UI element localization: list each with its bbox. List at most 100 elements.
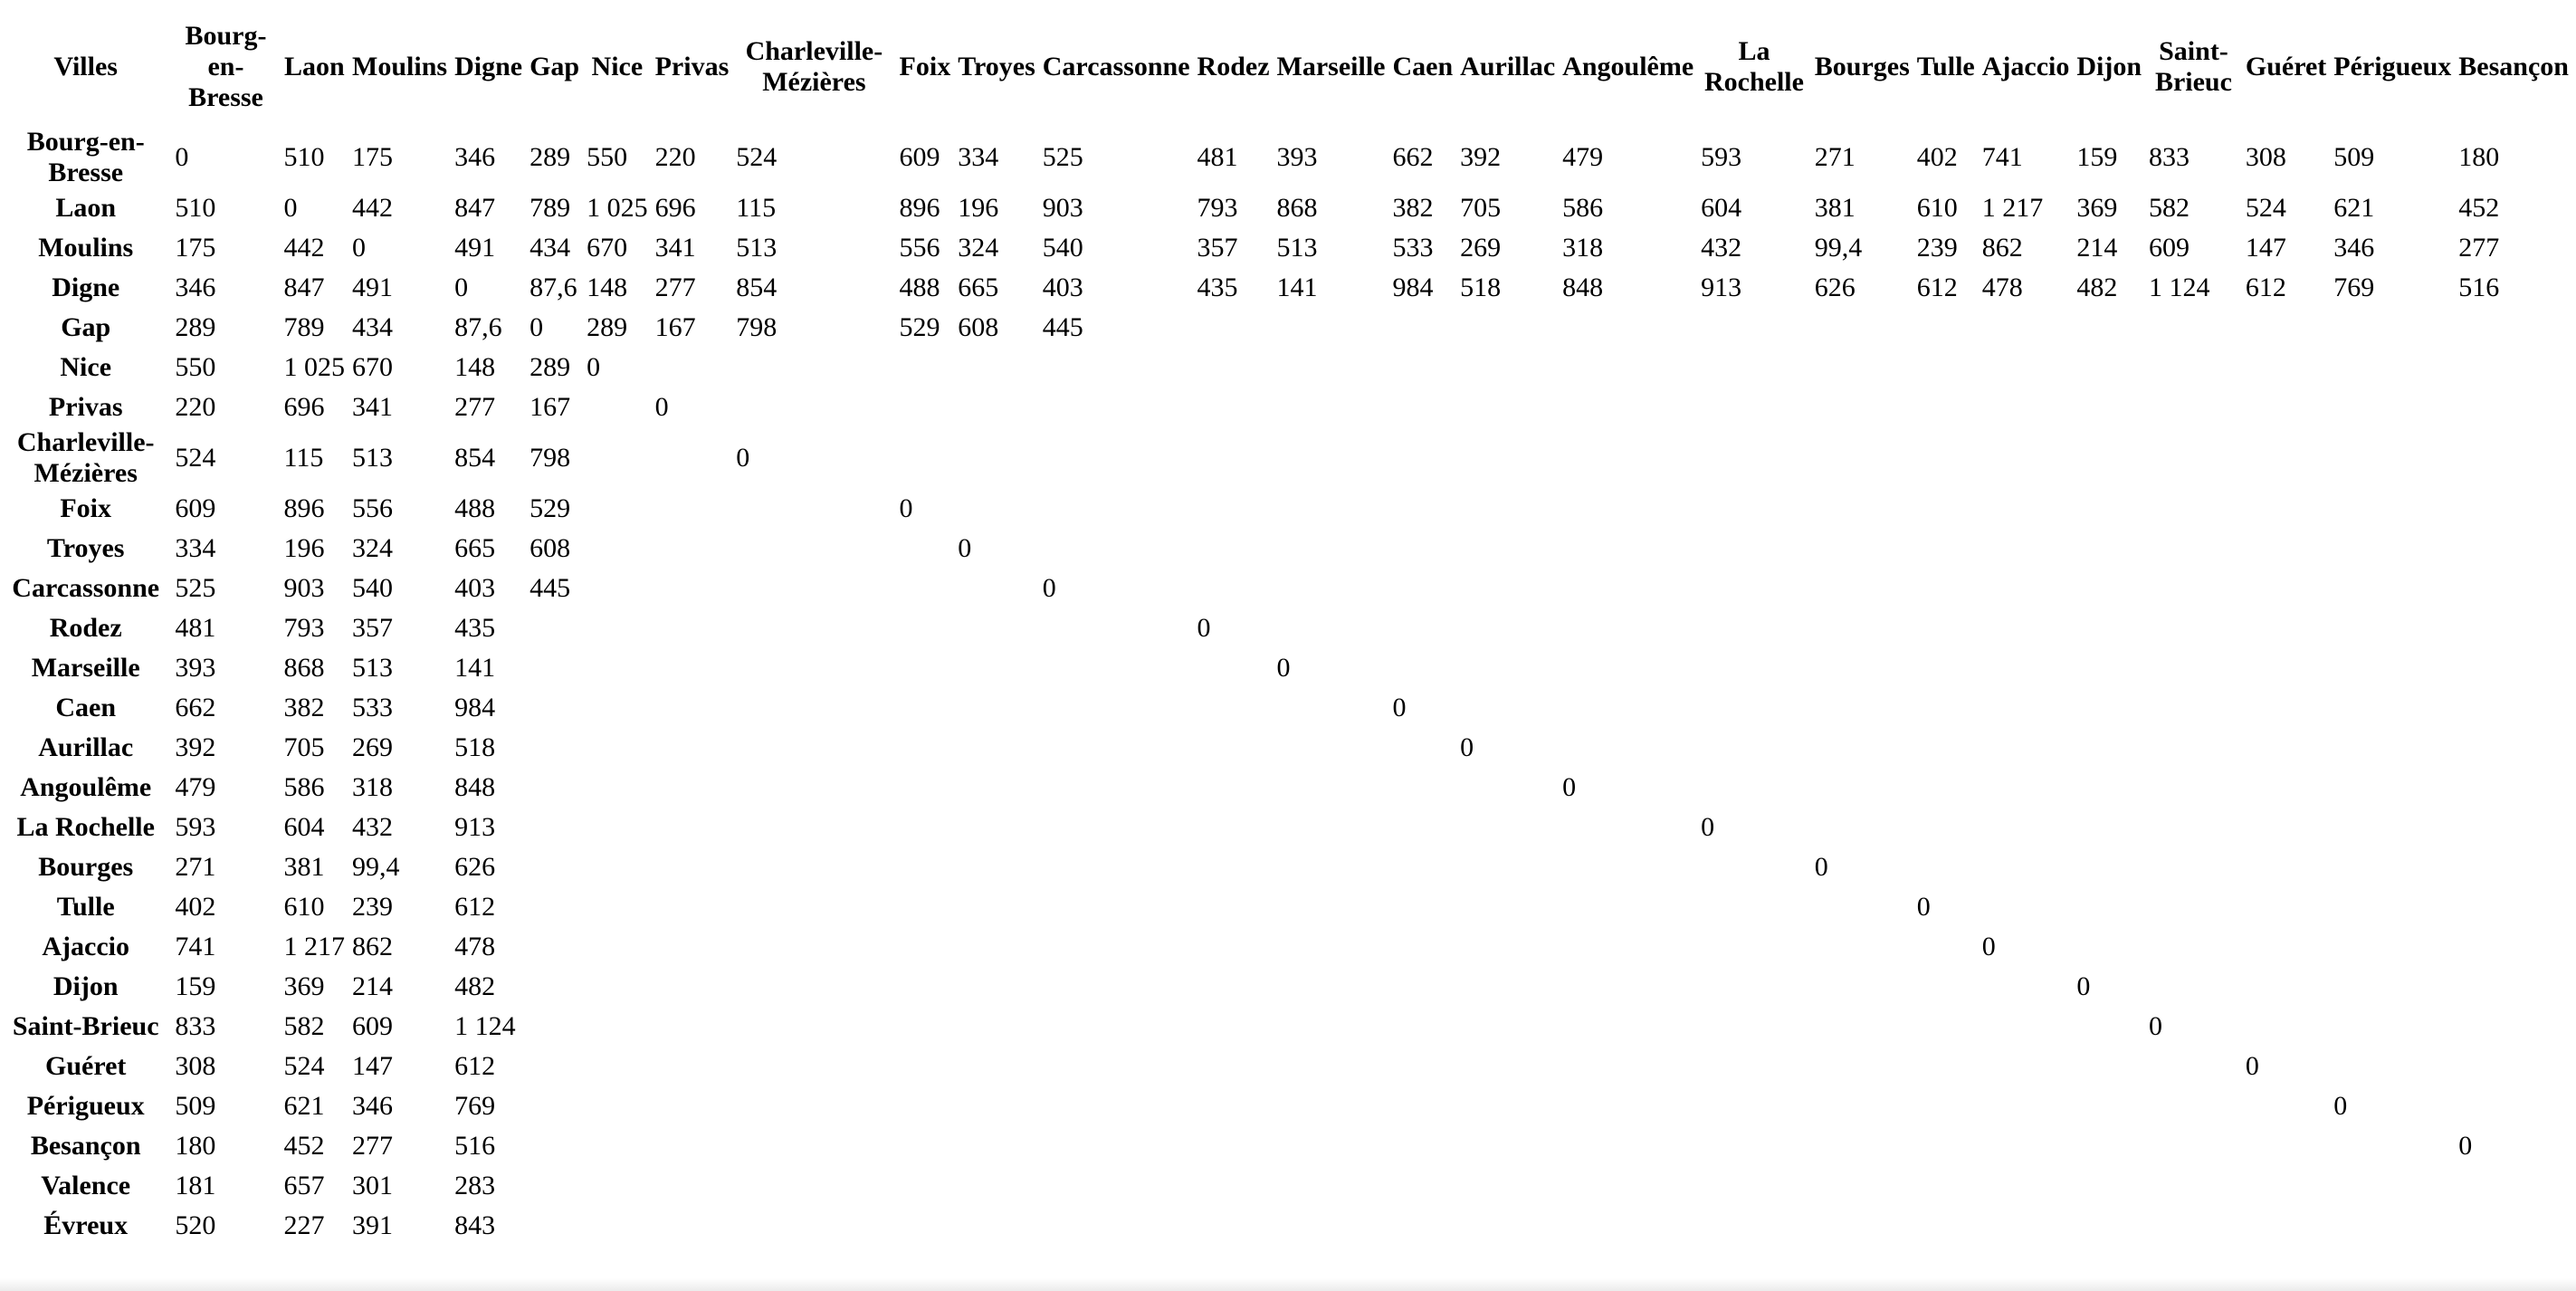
distance-cell: 662 xyxy=(1392,142,1434,172)
column-header: Bourges xyxy=(1814,52,1910,81)
distance-cell xyxy=(1813,308,1912,348)
distance-cell xyxy=(1196,529,1272,569)
distance-cell: 115 xyxy=(736,193,777,223)
distance-cell: 318 xyxy=(1562,233,1604,263)
distance-cell xyxy=(2244,648,2328,688)
distance-cell: 482 xyxy=(454,971,496,1001)
distance-cell xyxy=(1813,427,1912,489)
distance-cell: 540 xyxy=(1042,233,1083,263)
distance-cell: 868 xyxy=(1276,193,1318,223)
distance-cell: 609 xyxy=(899,142,940,172)
distance-cell xyxy=(2147,529,2240,569)
table-row: Charleville-Mézières 524 115 513 854 798 0 xyxy=(2,427,2571,489)
distance-cell xyxy=(654,489,731,529)
distance-cell xyxy=(2457,308,2571,348)
distance-cell: 0 xyxy=(2333,1091,2348,1121)
distance-cell xyxy=(1813,1007,1912,1047)
distance-cell xyxy=(528,688,581,728)
table-row: Carcassonne 525 903 540 403 445 0 xyxy=(2,569,2571,608)
row-header: Rodez xyxy=(49,613,122,643)
distance-cell xyxy=(734,808,893,847)
distance-cell xyxy=(956,688,1037,728)
distance-cell: 452 xyxy=(2458,193,2500,223)
distance-cell xyxy=(2147,427,2240,489)
distance-cell xyxy=(2075,728,2143,768)
distance-cell xyxy=(1915,1047,1977,1086)
distance-cell: 289 xyxy=(530,352,571,382)
distance-cell xyxy=(2147,808,2240,847)
distance-cell xyxy=(2332,847,2453,887)
distance-cell xyxy=(585,569,650,608)
distance-cell xyxy=(2075,308,2143,348)
distance-cell xyxy=(1560,728,1695,768)
table-row: Bourg-en-Bresse 0 510 175 346 289 550 220 524 609… xyxy=(2,127,2571,188)
distance-cell xyxy=(1699,887,1809,927)
distance-cell xyxy=(2147,348,2240,387)
distance-cell xyxy=(654,728,731,768)
distance-cell xyxy=(654,927,731,967)
row-header: Valence xyxy=(41,1171,131,1200)
distance-cell: 705 xyxy=(283,732,325,762)
distance-cell: 180 xyxy=(175,1131,216,1161)
distance-cell xyxy=(898,1126,953,1166)
distance-cell: 1 217 xyxy=(1981,193,2044,223)
distance-cell xyxy=(585,808,650,847)
distance-cell xyxy=(898,688,953,728)
distance-cell xyxy=(1041,967,1192,1007)
column-header: Ajaccio xyxy=(1981,52,2070,81)
distance-cell: 148 xyxy=(454,352,496,382)
table-row: Moulins 175 442 0 491 434 670 341 513 556 324 540 35… xyxy=(2,228,2571,268)
row-header: Angoulême xyxy=(20,772,152,802)
distance-cell: 510 xyxy=(283,142,325,172)
distance-cell: 175 xyxy=(175,233,216,263)
distance-cell xyxy=(1390,1206,1455,1246)
distance-cell xyxy=(1458,688,1557,728)
table-row: Valence 181 657 301 283 xyxy=(2,1166,2571,1206)
distance-cell xyxy=(585,489,650,529)
row-header: Laon xyxy=(55,193,117,223)
distance-cell xyxy=(956,489,1037,529)
distance-cell xyxy=(1041,847,1192,887)
distance-cell xyxy=(1915,847,1977,887)
distance-cell: 621 xyxy=(2333,193,2375,223)
distance-cell xyxy=(734,688,893,728)
distance-cell xyxy=(1915,1166,1977,1206)
distance-cell xyxy=(1275,808,1388,847)
distance-cell: 271 xyxy=(1814,142,1856,172)
distance-cell xyxy=(1196,887,1272,927)
distance-cell: 0 xyxy=(1916,892,1931,922)
column-header: Bourg-en-Bresse xyxy=(185,21,267,112)
column-header: Périgueux xyxy=(2333,52,2452,81)
distance-cell xyxy=(2244,608,2328,648)
distance-cell xyxy=(654,967,731,1007)
distance-cell xyxy=(1275,387,1388,427)
distance-cell xyxy=(1390,728,1455,768)
distance-cell xyxy=(1275,427,1388,489)
distance-cell xyxy=(956,808,1037,847)
distance-cell xyxy=(1980,489,2072,529)
distance-cell xyxy=(1813,808,1912,847)
distance-cell xyxy=(2147,1047,2240,1086)
distance-cell xyxy=(734,887,893,927)
distance-cell: 141 xyxy=(1276,273,1318,302)
distance-cell xyxy=(1196,427,1272,489)
distance-cell xyxy=(1980,847,2072,887)
distance-cell xyxy=(1699,608,1809,648)
distance-cell xyxy=(2332,569,2453,608)
distance-cell xyxy=(2457,1086,2571,1126)
distance-cell xyxy=(2147,768,2240,808)
distance-cell xyxy=(734,768,893,808)
distance-cell xyxy=(2457,1166,2571,1206)
distance-cell: 442 xyxy=(352,193,394,223)
distance-cell xyxy=(898,967,953,1007)
distance-cell xyxy=(956,1086,1037,1126)
distance-cell: 848 xyxy=(1562,273,1604,302)
table-row: Laon 510 0 442 847 789 1 025 696 115 896 196 903 793… xyxy=(2,188,2571,228)
distance-cell xyxy=(1699,569,1809,608)
distance-cell: 277 xyxy=(2458,233,2500,263)
distance-cell xyxy=(1915,348,1977,387)
distance-cell xyxy=(1980,648,2072,688)
distance-cell: 488 xyxy=(454,493,496,523)
distance-cell xyxy=(1041,1086,1192,1126)
distance-cell xyxy=(1699,387,1809,427)
